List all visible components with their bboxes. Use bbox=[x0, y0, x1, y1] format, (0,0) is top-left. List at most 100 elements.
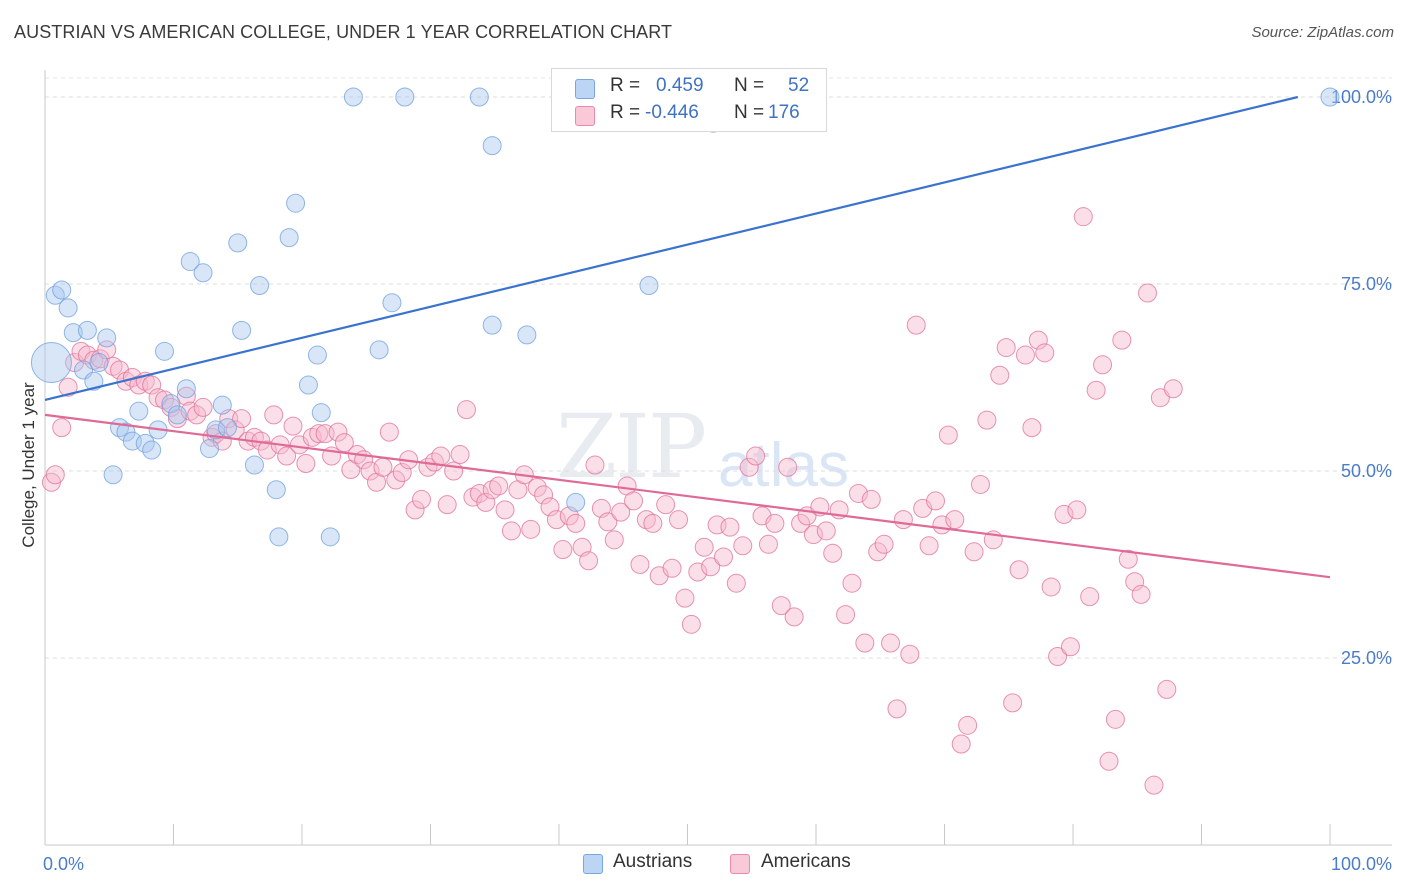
data-point-americans bbox=[630, 555, 650, 574]
data-point-americans bbox=[1054, 504, 1074, 524]
data-point-austrians bbox=[482, 136, 502, 156]
data-point-americans bbox=[193, 397, 213, 417]
data-point-austrians bbox=[369, 340, 389, 360]
data-point-americans bbox=[264, 405, 284, 425]
data-point-americans bbox=[970, 474, 990, 494]
data-point-austrians bbox=[84, 371, 104, 391]
data-point-americans bbox=[958, 715, 978, 735]
data-point-americans bbox=[328, 422, 348, 442]
data-point-americans bbox=[887, 699, 907, 719]
data-point-americans bbox=[662, 558, 682, 578]
n-value: 176 bbox=[768, 102, 800, 123]
data-point-austrians bbox=[206, 420, 226, 440]
data-point-americans bbox=[489, 476, 509, 496]
data-point-americans bbox=[431, 446, 451, 466]
data-point-americans bbox=[456, 400, 476, 420]
data-point-americans bbox=[919, 536, 939, 556]
data-point-austrians bbox=[89, 353, 109, 373]
data-point-americans bbox=[765, 513, 785, 533]
data-point-americans bbox=[277, 446, 297, 466]
data-point-austrians bbox=[217, 418, 237, 438]
r-label: R = bbox=[610, 75, 641, 96]
y-axis-label: College, Under 1 year bbox=[19, 382, 38, 548]
data-point-americans bbox=[938, 425, 958, 445]
data-point-austrians bbox=[228, 233, 248, 253]
data-point-austrians bbox=[244, 455, 264, 475]
source-label: Source: ZipAtlas.com bbox=[1251, 24, 1394, 41]
axes bbox=[44, 70, 1392, 846]
data-point-americans bbox=[1163, 379, 1183, 399]
data-point-americans bbox=[990, 365, 1010, 385]
data-point-americans bbox=[816, 521, 836, 541]
data-point-americans bbox=[1041, 577, 1061, 597]
data-point-americans bbox=[945, 510, 965, 530]
data-point-austrians bbox=[382, 293, 402, 313]
data-point-americans bbox=[155, 390, 175, 410]
data-point-americans bbox=[180, 401, 200, 421]
data-point-americans bbox=[926, 491, 946, 511]
legend-swatch-austrians bbox=[575, 79, 595, 99]
legend-row-austrians: R = 0.459 N = 52 bbox=[552, 75, 826, 101]
data-point-austrians bbox=[167, 405, 187, 425]
data-point-americans bbox=[540, 497, 560, 517]
data-point-austrians bbox=[1320, 87, 1340, 107]
legend-swatch-americans bbox=[575, 106, 595, 126]
data-point-americans bbox=[1157, 679, 1177, 699]
data-point-americans bbox=[579, 551, 599, 571]
data-point-americans bbox=[893, 510, 913, 530]
y-tick-label: 100.0% bbox=[1331, 87, 1392, 107]
r-label: R = bbox=[610, 102, 641, 123]
data-point-austrians bbox=[266, 480, 286, 500]
data-point-austrians bbox=[45, 285, 65, 305]
data-point-austrians bbox=[176, 379, 196, 399]
data-point-austrians bbox=[566, 492, 586, 512]
data-point-americans bbox=[257, 440, 277, 460]
data-point-americans bbox=[1118, 549, 1138, 569]
data-point-americans bbox=[643, 513, 663, 533]
data-point-americans bbox=[611, 502, 631, 522]
data-point-americans bbox=[1131, 584, 1151, 604]
data-point-americans bbox=[874, 534, 894, 554]
data-point-americans bbox=[681, 614, 701, 634]
data-point-austrians bbox=[77, 320, 97, 340]
data-point-americans bbox=[848, 483, 868, 503]
data-point-americans bbox=[437, 495, 457, 515]
data-point-americans bbox=[636, 510, 656, 530]
data-point-americans bbox=[964, 542, 984, 562]
data-point-americans bbox=[1125, 572, 1145, 592]
data-point-americans bbox=[58, 377, 78, 397]
data-point-austrians bbox=[180, 252, 200, 272]
data-point-americans bbox=[604, 530, 624, 550]
data-point-americans bbox=[1009, 560, 1029, 580]
data-point-americans bbox=[996, 338, 1016, 358]
correlation-legend: R = 0.459 N = 52 R = -0.446 N = 176 bbox=[551, 68, 827, 132]
data-point-americans bbox=[476, 492, 496, 512]
data-point-americans bbox=[379, 422, 399, 442]
chart-title: AUSTRIAN VS AMERICAN COLLEGE, UNDER 1 YE… bbox=[14, 22, 673, 42]
n-value: 52 bbox=[788, 75, 810, 96]
data-point-americans bbox=[733, 536, 753, 556]
data-point-americans bbox=[1048, 647, 1068, 667]
data-point-americans bbox=[84, 350, 104, 370]
n-label: N = bbox=[734, 75, 765, 96]
data-point-americans bbox=[881, 633, 901, 653]
data-point-americans bbox=[187, 405, 207, 425]
watermark-atlas: atlas bbox=[718, 431, 849, 500]
data-point-americans bbox=[450, 445, 470, 465]
data-point-austrians bbox=[199, 439, 219, 459]
data-point-americans bbox=[103, 356, 123, 376]
data-point-americans bbox=[296, 454, 316, 474]
data-point-americans bbox=[412, 489, 432, 509]
y-tick-label: 75.0% bbox=[1341, 274, 1392, 294]
data-point-americans bbox=[176, 386, 196, 406]
data-point-americans bbox=[534, 485, 554, 505]
data-point-austrians bbox=[482, 315, 502, 335]
x-tick-label: 100.0% bbox=[1331, 854, 1392, 874]
y-tick-label: 25.0% bbox=[1341, 648, 1392, 668]
data-point-austrians bbox=[103, 465, 123, 485]
data-point-americans bbox=[855, 633, 875, 653]
data-point-americans bbox=[1060, 637, 1080, 657]
data-point-americans bbox=[791, 513, 811, 533]
data-point-americans bbox=[669, 510, 689, 530]
data-point-americans bbox=[842, 573, 862, 593]
